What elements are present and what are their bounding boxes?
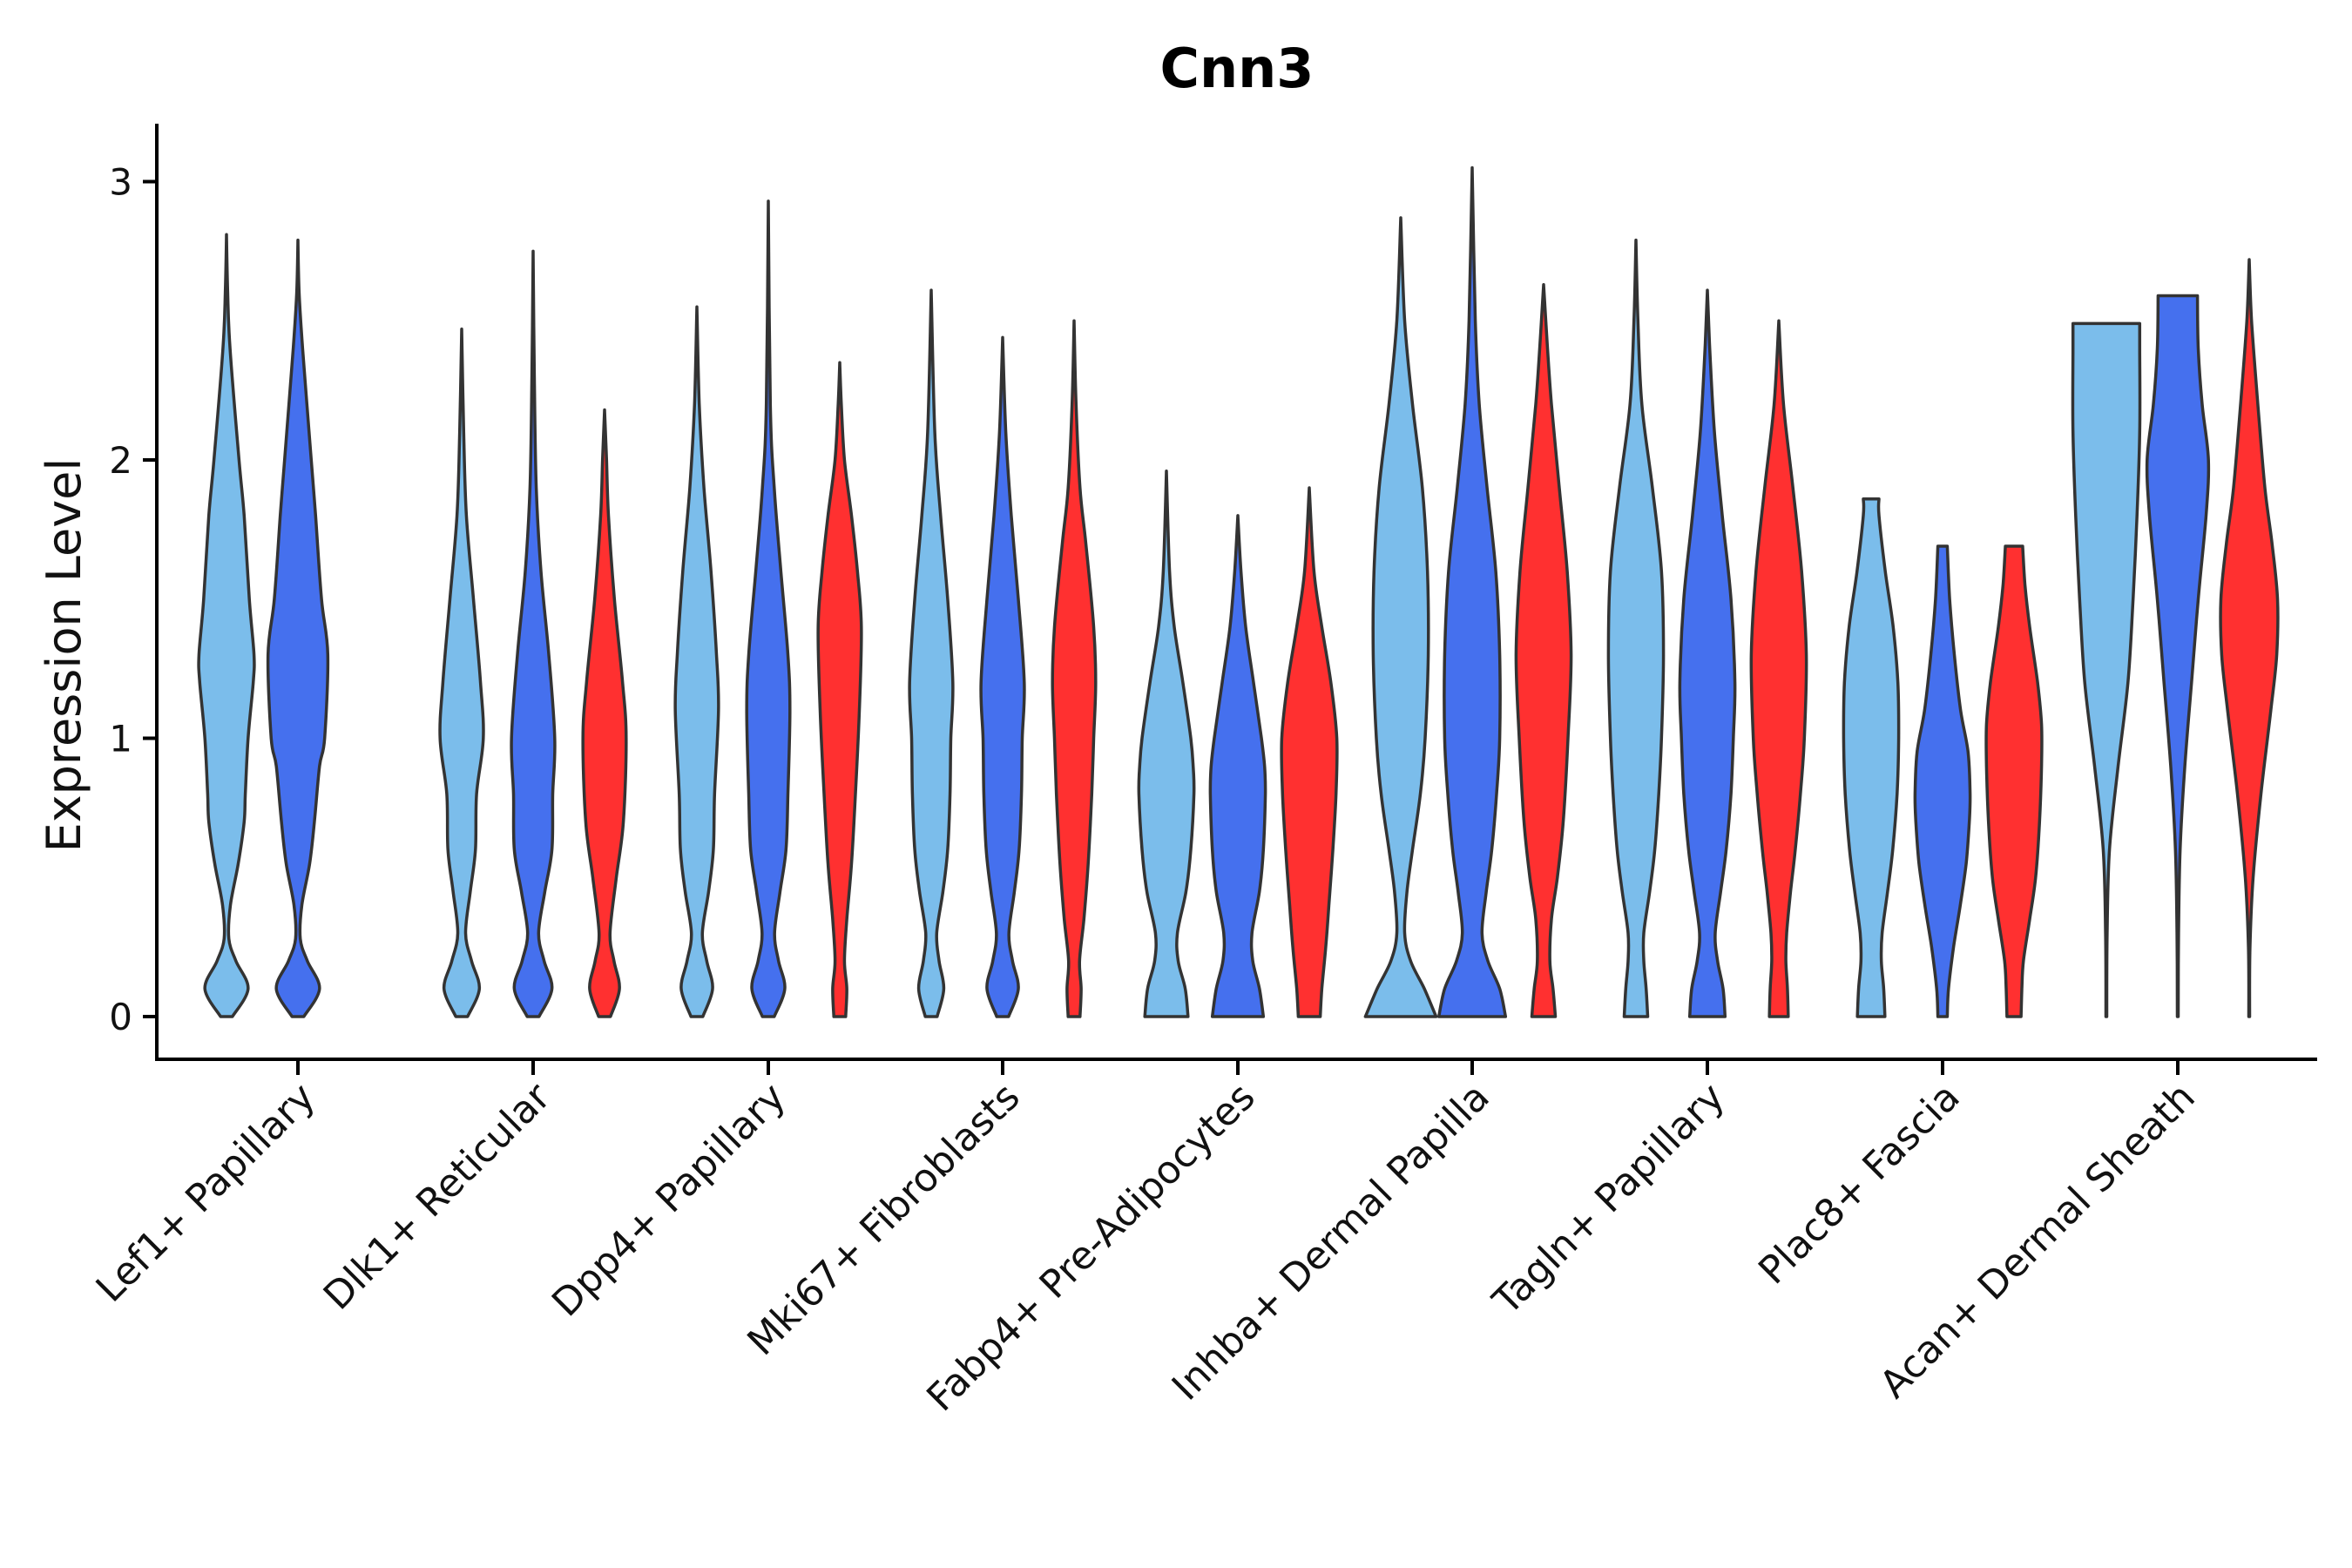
violin-dpp4-papillary-b (745, 199, 792, 1018)
chart-title: Cnn3 (1160, 37, 1315, 100)
violin-plac8-fascia-a (1842, 497, 1901, 1018)
violin-fabp4-pre-adipocytes-b (1208, 514, 1267, 1018)
violin-mki67-fibroblasts-b (979, 335, 1026, 1018)
violin-tagln-papillary-b (1678, 288, 1737, 1018)
violins-layer (197, 166, 2280, 1018)
x-tick-label: Dpp4+ Papillary (544, 1075, 794, 1326)
y-tick-label: 2 (109, 439, 132, 482)
violin-dlk1-reticular-a (438, 328, 485, 1018)
violin-mki67-fibroblasts-a (908, 288, 955, 1018)
violin-dlk1-reticular-b (510, 249, 557, 1018)
violin-tagln-papillary-a (1606, 238, 1666, 1018)
y-tick-label: 3 (109, 161, 132, 204)
violin-dpp4-papillary-c (816, 361, 863, 1018)
violin-acan-dermal-sheath-a (2071, 321, 2142, 1018)
violin-dlk1-reticular-c (581, 408, 628, 1018)
violin-lef1-papillary-b (266, 238, 330, 1018)
violin-mki67-fibroblasts-c (1051, 319, 1098, 1018)
violin-inhba-dermal-papilla-b (1436, 166, 1508, 1018)
violin-plac8-fascia-b (1913, 544, 1972, 1018)
y-tick-label: 1 (109, 718, 132, 760)
x-tick-label: Lef1+ Papillary (88, 1075, 324, 1311)
y-ticks: 0 1 2 3 (109, 161, 157, 1038)
violin-fabp4-pre-adipocytes-c (1280, 486, 1339, 1018)
violin-tagln-papillary-c (1749, 319, 1808, 1018)
y-tick-label: 0 (109, 996, 132, 1038)
violin-inhba-dermal-papilla-c (1514, 282, 1573, 1018)
x-tick-label: Dlk1+ Reticular (315, 1074, 560, 1319)
violin-fabp4-pre-adipocytes-a (1137, 470, 1196, 1018)
violin-acan-dermal-sheath-c (2219, 258, 2280, 1018)
violin-dpp4-papillary-a (673, 305, 720, 1018)
violin-acan-dermal-sheath-b (2145, 294, 2211, 1018)
violin-inhba-dermal-papilla-a (1363, 216, 1438, 1018)
violin-lef1-papillary-a (197, 233, 256, 1018)
y-axis-label: Expression Level (37, 458, 91, 853)
x-tick-label: Plac8+ Fascia (1750, 1075, 1969, 1294)
violin-plac8-fascia-c (1984, 544, 2044, 1018)
x-tick-label: Tagln+ Papillary (1484, 1075, 1734, 1324)
